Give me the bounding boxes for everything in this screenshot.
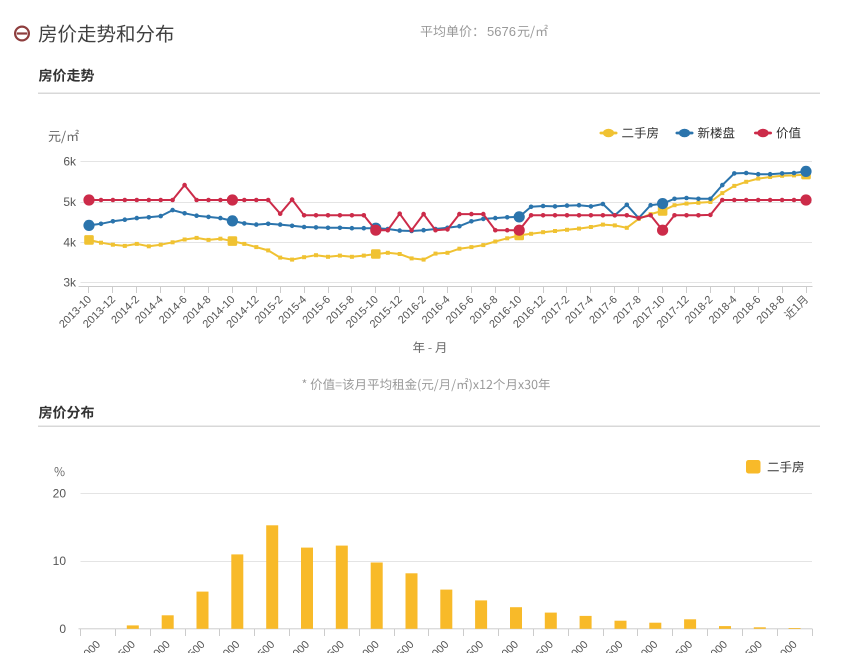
- svg-text:6k: 6k: [63, 155, 77, 169]
- svg-text:10: 10: [53, 554, 67, 568]
- svg-text:3k: 3k: [63, 276, 77, 290]
- svg-text:4k: 4k: [63, 235, 77, 249]
- svg-text:5676: 5676: [487, 24, 516, 39]
- svg-text:5k: 5k: [63, 195, 77, 209]
- svg-text:20: 20: [53, 487, 67, 501]
- svg-text:0: 0: [59, 622, 66, 636]
